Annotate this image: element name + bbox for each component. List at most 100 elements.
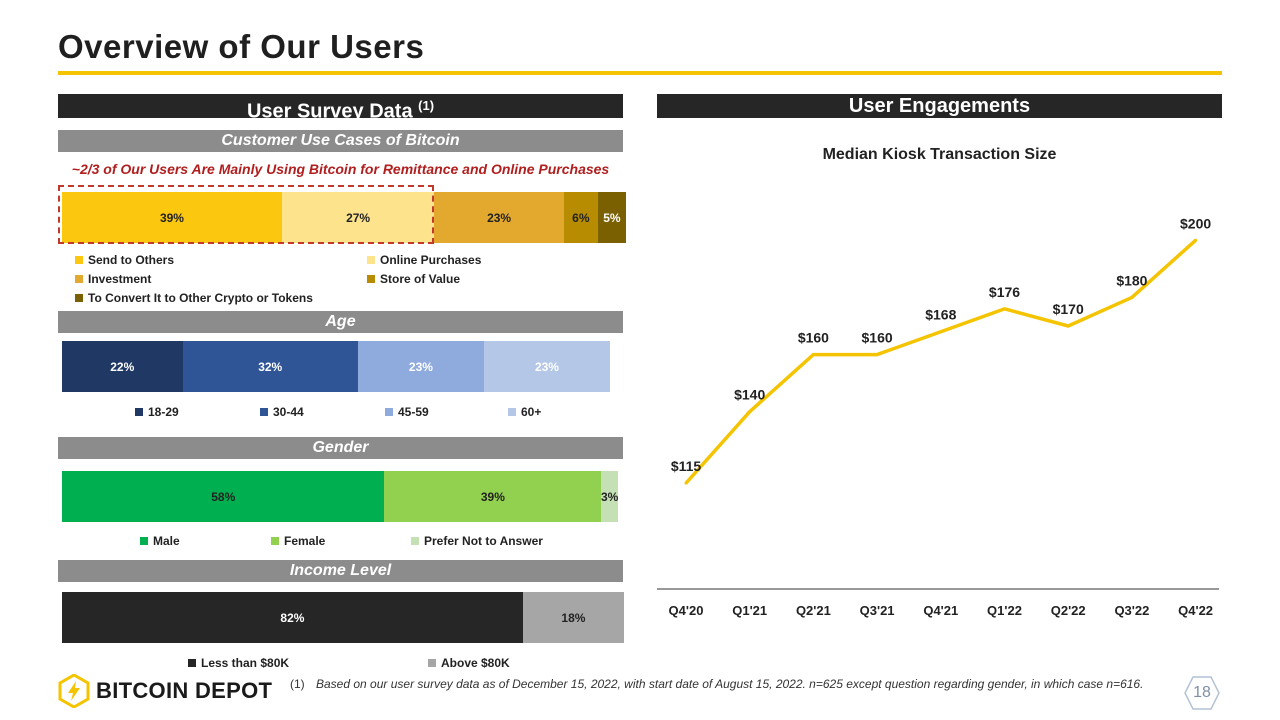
data-point: [875, 353, 879, 357]
x-tick-label: Q4'21: [923, 603, 958, 618]
data-label: $140: [734, 387, 765, 403]
footnote-text: Based on our user survey data as of Dece…: [316, 677, 1144, 691]
income-legend-item: Less than $80K: [188, 656, 289, 670]
data-point: [939, 330, 943, 334]
line-chart-svg: $115 Q4'20 $140 Q1'21 $160 Q2'21 $160 Q3'21 $168…: [657, 215, 1219, 618]
data-label: $168: [925, 307, 956, 323]
use-cases-segment-1: 39%: [62, 192, 282, 243]
legend-swatch: [75, 294, 83, 302]
data-label: $170: [1053, 301, 1084, 317]
legend-label: Male: [153, 534, 180, 548]
legend-label: Female: [284, 534, 326, 548]
gender-header: Gender: [58, 437, 623, 459]
x-tick-label: Q2'21: [796, 603, 831, 618]
data-label: $200: [1180, 215, 1211, 231]
survey-section-header: User Survey Data (1): [58, 94, 623, 123]
income-segment-2: 18%: [522, 592, 624, 643]
footnote: (1) Based on our user survey data as of …: [290, 677, 1160, 691]
x-tick-label: Q1'21: [732, 603, 767, 618]
income-stacked-bar: 82% 18%: [62, 592, 624, 643]
legend-label: Store of Value: [380, 272, 461, 286]
x-tick-label: Q4'20: [669, 603, 704, 618]
legend-label: Investment: [88, 272, 152, 286]
income-segment-label: 18%: [561, 610, 586, 625]
data-label: $180: [1116, 272, 1147, 288]
use-cases-legend-item: Investment: [75, 272, 151, 286]
brand-logo: BITCOIN DEPOT: [58, 674, 272, 708]
median-kiosk-chart: Median Kiosk Transaction Size $115 Q4'20 $…: [657, 118, 1222, 628]
legend-label: Above $80K: [441, 656, 510, 670]
gender-legend-item: Male: [140, 534, 180, 548]
use-cases-legend-item: Send to Others: [75, 253, 174, 267]
income-segment-1: 82%: [62, 592, 523, 643]
page-title: Overview of Our Users: [58, 28, 425, 65]
legend-swatch: [271, 537, 279, 545]
legend-swatch: [367, 275, 375, 283]
legend-label: To Convert It to Other Crypto or Tokens: [88, 291, 313, 305]
gender-segment-2: 39%: [384, 471, 602, 522]
legend-swatch: [367, 256, 375, 264]
legend-label: 18-29: [148, 405, 179, 419]
bitcoin-depot-logo-icon: [58, 674, 90, 708]
legend-swatch: [75, 275, 83, 283]
age-segment-label: 32%: [258, 359, 283, 374]
highlight-dashed-box: [58, 185, 434, 244]
brand-name: BITCOIN DEPOT: [96, 678, 273, 703]
legend-swatch: [260, 408, 268, 416]
age-segment-2: 32%: [182, 341, 358, 392]
age-header: Age: [58, 311, 623, 333]
data-label: $160: [862, 330, 893, 346]
page-number-hexagon-icon: [1184, 676, 1220, 710]
gender-segment-label: 3%: [600, 489, 619, 504]
footnote-marker: (1): [290, 677, 305, 691]
age-segment-label: 23%: [534, 359, 559, 374]
use-cases-segment-4: 6%: [563, 192, 598, 243]
income-segment-label: 82%: [280, 610, 305, 625]
legend-swatch: [385, 408, 393, 416]
data-point: [684, 481, 688, 485]
use-cases-legend-item: Store of Value: [367, 272, 460, 286]
use-cases-segment-label: 27%: [346, 210, 371, 225]
legend-label: Send to Others: [88, 253, 175, 267]
legend-label: Less than $80K: [201, 656, 290, 670]
x-tick-label: Q2'22: [1051, 603, 1086, 618]
legend-swatch: [140, 537, 148, 545]
age-legend: 18-29 30-44 45-59 60+: [135, 405, 615, 423]
data-point: [811, 353, 815, 357]
income-header: Income Level: [58, 560, 623, 582]
page-number: 18: [1193, 684, 1211, 701]
income-legend-item: Above $80K: [428, 656, 510, 670]
age-stacked-bar: 22% 32% 23% 23%: [62, 341, 610, 392]
age-segment-4: 23%: [483, 341, 610, 392]
gender-segment-label: 58%: [211, 489, 236, 504]
gender-stacked-bar: 58% 39% 3%: [62, 471, 618, 522]
legend-swatch: [75, 256, 83, 264]
data-point: [748, 410, 752, 414]
survey-header-label: User Survey Data: [246, 100, 413, 123]
data-point: [1066, 324, 1070, 328]
use-cases-legend-item: Online Purchases: [367, 253, 481, 267]
data-point: [1130, 295, 1134, 299]
data-point: [1003, 307, 1006, 311]
legend-swatch: [135, 408, 143, 416]
data-point: [1194, 238, 1198, 242]
engagements-section-header: User Engagements: [657, 94, 1222, 118]
use-cases-stacked-bar: 39% 27% 23% 6% 5%: [62, 192, 626, 243]
x-tick-label: Q3'22: [1114, 603, 1149, 618]
legend-label: 60+: [521, 405, 542, 419]
x-tick-label: Q3'21: [860, 603, 895, 618]
age-segment-3: 23%: [357, 341, 484, 392]
age-segment-label: 23%: [408, 359, 433, 374]
income-legend: Less than $80K Above $80K: [188, 656, 618, 674]
page-number-badge: 18: [1184, 676, 1220, 710]
age-legend-item: 18-29: [135, 405, 179, 419]
use-cases-legend: Send to Others Online Purchases Investment…: [75, 253, 615, 309]
legend-label: 30-44: [273, 405, 304, 419]
legend-swatch: [411, 537, 419, 545]
legend-swatch: [428, 659, 436, 667]
use-cases-tagline: ~2/3 of Our Users Are Mainly Using Bitco…: [71, 161, 610, 177]
data-label: $115: [671, 458, 702, 474]
gender-legend: Male Female Prefer Not to Answer: [140, 534, 620, 552]
use-cases-segment-label: 5%: [603, 210, 621, 225]
x-tick-label: Q4'22: [1178, 603, 1213, 618]
